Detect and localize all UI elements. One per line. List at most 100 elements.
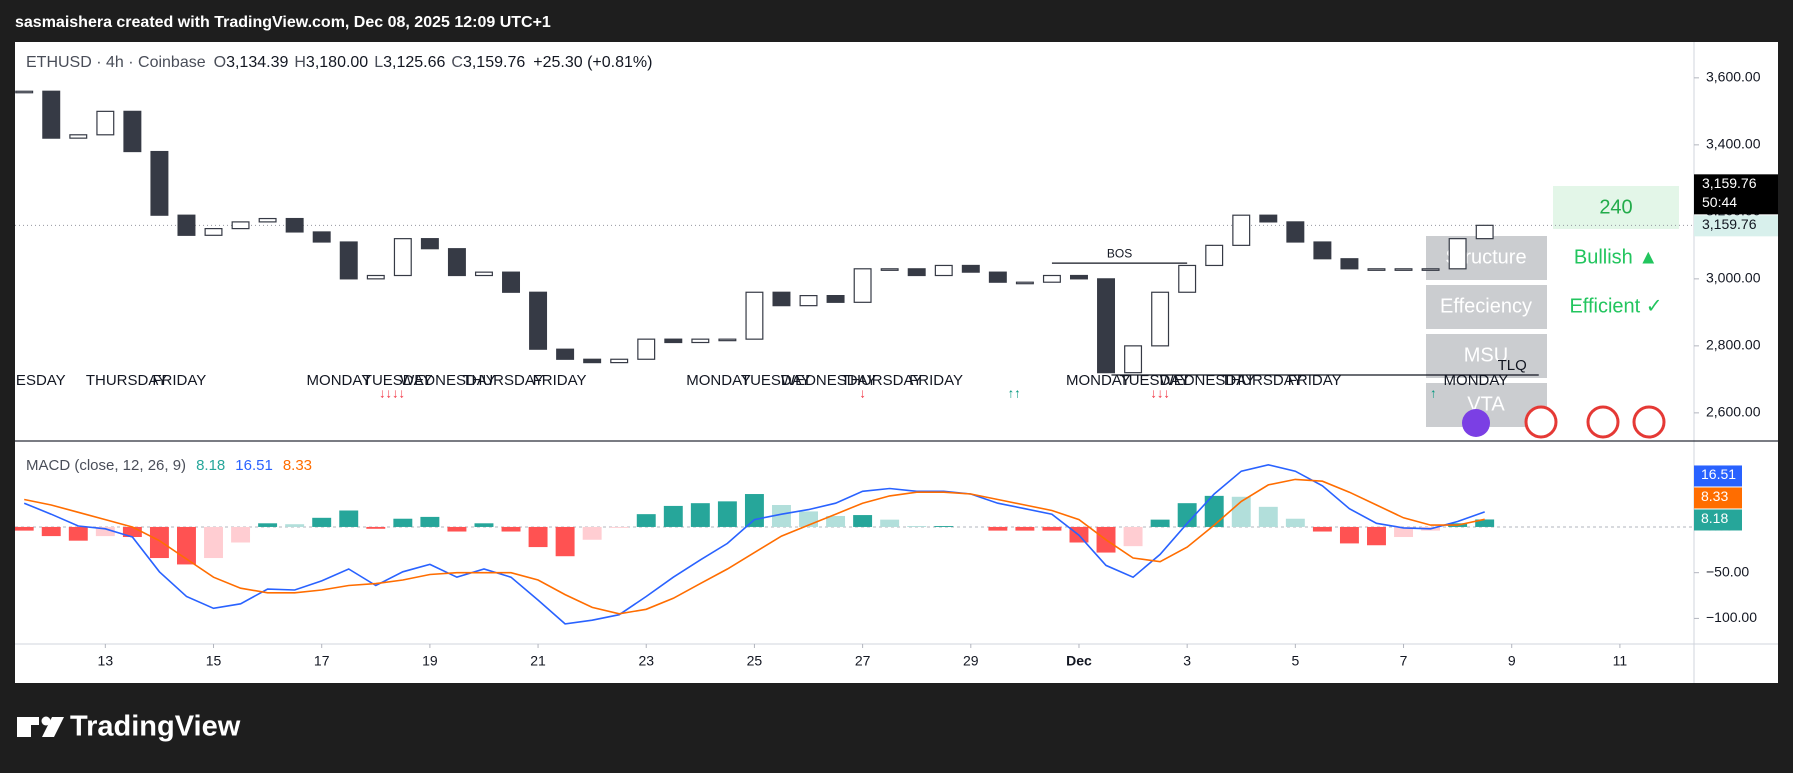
histogram-bar	[853, 515, 873, 527]
histogram-bar	[366, 526, 386, 529]
candle-body	[502, 271, 521, 293]
x-tick-label: 9	[1508, 653, 1516, 669]
histogram-value: 8.18	[196, 457, 225, 474]
candle-body	[366, 274, 385, 280]
weekday-label: FRIDAY	[1288, 372, 1342, 389]
symbol: ETHUSD · 4h · Coinbase	[26, 54, 206, 71]
candle-body	[772, 291, 791, 307]
candle-body	[961, 264, 980, 273]
price-label: 3,159.76	[1702, 216, 1757, 232]
candle-body	[69, 134, 88, 139]
histogram-bar	[1339, 526, 1359, 544]
histogram-bar	[934, 526, 954, 527]
logo-mark	[17, 717, 39, 725]
weekday-label: THURSDAY	[1221, 372, 1302, 389]
histogram-bar	[15, 526, 34, 531]
weekday-label: WEDNESDAY	[781, 372, 877, 389]
histogram-bar	[420, 516, 440, 527]
histogram-bar	[1475, 519, 1495, 527]
x-tick-label: 19	[422, 653, 438, 669]
histogram-axis-box	[1694, 509, 1742, 531]
header-text: sasmaishera created with TradingView.com…	[15, 14, 551, 31]
histogram-bar	[474, 523, 494, 527]
row-value-box	[1553, 285, 1679, 329]
row-label: MSU	[1464, 344, 1508, 366]
histogram-bar	[95, 526, 115, 537]
candle-body	[718, 338, 737, 342]
y-tick-label: 3,000.00	[1706, 270, 1761, 286]
footer-logo: TradingView	[17, 711, 241, 743]
candle-body	[799, 295, 818, 307]
histogram-bar	[1042, 526, 1062, 531]
candle-body	[934, 264, 953, 277]
labels: ETHUSD · 4h · Coinbase O3,134.39 H3,180.00…	[26, 54, 1778, 531]
candle-body	[15, 90, 34, 94]
x-tick-label: 29	[963, 653, 979, 669]
row-label: Effeciency	[1440, 295, 1532, 317]
histogram-bar	[880, 519, 900, 527]
histogram-bar	[1394, 526, 1413, 538]
macd-value: 16.51	[235, 457, 273, 474]
flag-icon	[1586, 405, 1620, 439]
candle-body	[1042, 274, 1061, 283]
candle-body	[880, 268, 899, 271]
histogram-axis-label: 8.18	[1701, 510, 1728, 526]
logo-mark	[41, 716, 51, 726]
ohlc-value: 3,159.76	[463, 54, 525, 71]
level-label: TLQ	[1498, 357, 1527, 374]
ohlc-key: H	[294, 54, 306, 71]
histogram-bar	[1258, 506, 1278, 527]
histogram-bar	[1204, 495, 1224, 527]
signal-line	[24, 478, 1485, 615]
price-axis: 2,600.002,800.003,000.003,200.003,400.00…	[98, 69, 1761, 669]
candle-body	[556, 348, 575, 360]
candle-body	[988, 271, 1007, 283]
histogram-bar	[501, 526, 521, 532]
weekday-label: TUESDAY	[1120, 372, 1190, 389]
weekday-label: MONDAY	[1444, 372, 1509, 389]
y-tick-label: 2,600.00	[1706, 404, 1761, 420]
candle-body	[529, 291, 548, 350]
candle-body	[393, 238, 412, 277]
histogram-bar	[68, 526, 88, 541]
x-tick-label: 3	[1183, 653, 1191, 669]
logo-mark	[42, 717, 64, 737]
histogram-bar	[1015, 526, 1035, 531]
ohlc-value: 3,180.00	[306, 54, 368, 71]
signal-arrow: ↓↓↓↓	[379, 385, 405, 400]
flag-icon	[1632, 405, 1666, 439]
x-tick-label: 5	[1291, 653, 1299, 669]
weekday-label: WEDNESDAY	[1160, 372, 1256, 389]
ohlc-key: C	[451, 54, 463, 71]
candle-body	[447, 248, 466, 277]
candle-body	[1367, 268, 1386, 271]
weekday-label: FRIDAY	[533, 372, 587, 389]
candle-body	[637, 338, 656, 360]
x-tick-label: 17	[314, 653, 330, 669]
candle-body	[1394, 268, 1413, 271]
histogram-bar	[528, 526, 548, 548]
histogram-bar	[285, 524, 305, 527]
signal-axis-label: 8.33	[1701, 488, 1728, 504]
histogram-bar	[988, 526, 1008, 531]
candle-body	[420, 238, 439, 250]
price-label-box	[1694, 215, 1778, 237]
candle-body	[1421, 268, 1440, 271]
weekday-label: WEDNESDAY	[0, 372, 66, 389]
candle-body	[1286, 221, 1305, 243]
macd-line	[23, 463, 1485, 625]
candle-body	[907, 268, 926, 277]
x-tick-label: 21	[530, 653, 546, 669]
signal-arrow: ↑↑	[1008, 385, 1021, 400]
histogram-bar	[393, 518, 413, 527]
macd-axis-label: 16.51	[1701, 466, 1736, 482]
y-tick-label: −50.00	[1706, 563, 1749, 579]
histogram-bar	[1367, 526, 1386, 546]
row-value: Efficient ✓	[1569, 295, 1662, 317]
candle-body	[1313, 241, 1332, 260]
candle-body	[285, 217, 304, 233]
candle-body	[1259, 214, 1278, 223]
histogram-bar	[149, 526, 169, 559]
x-tick-label: 15	[206, 653, 222, 669]
